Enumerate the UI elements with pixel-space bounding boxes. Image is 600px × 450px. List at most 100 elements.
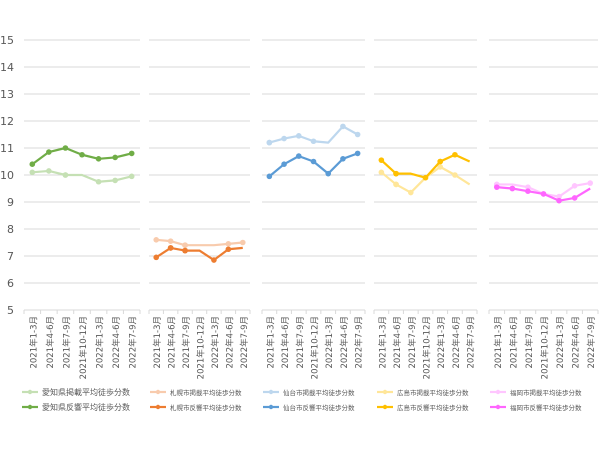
data-point: [153, 254, 160, 261]
legend-marker: [27, 404, 33, 410]
data-point: [325, 170, 332, 177]
legend-label: 札幌市反響平均徒歩分数: [170, 403, 242, 412]
x-tick-label: 2022年7-9月: [586, 316, 597, 369]
y-tick-label: 6: [7, 277, 14, 290]
x-tick-label: 2021年7-9月: [295, 316, 306, 369]
data-point: [79, 151, 85, 158]
legend-marker: [268, 404, 274, 410]
panel-1: 2021年1-3月 2021年4-6月 2021年7-9月 2021年10-12月 20…: [22, 39, 141, 412]
x-tick-label: 2022年4-6月: [339, 316, 350, 369]
data-point: [153, 237, 160, 243]
data-point: [295, 153, 302, 159]
data-point: [266, 139, 273, 146]
data-point: [46, 149, 52, 155]
data-point: [525, 188, 531, 194]
data-point: [571, 183, 578, 189]
x-tick-label: 2021年10-12月: [78, 316, 89, 379]
legend-marker: [495, 404, 501, 410]
x-tick-label: 2022年4-6月: [224, 316, 235, 369]
legend-marker: [27, 389, 33, 395]
legend-marker: [382, 404, 388, 410]
data-point: [452, 172, 458, 178]
data-point: [46, 168, 52, 174]
data-point: [167, 238, 174, 244]
x-tick-label: 2021年7-9月: [524, 316, 535, 369]
y-tick-label: 11: [0, 142, 14, 155]
x-tick-label: 2021年4-6月: [392, 316, 403, 369]
legend-label: 札幌市掲載平均徒歩分数: [170, 388, 242, 397]
x-tick-label: 2021年1-3月: [28, 316, 39, 369]
data-point: [281, 135, 287, 142]
data-point: [422, 174, 429, 181]
x-tick-label: 2022年1-3月: [555, 316, 566, 369]
y-tick-label: 14: [0, 61, 14, 74]
x-tick-label: 2021年10-12月: [196, 316, 207, 379]
legend-marker: [495, 389, 501, 395]
data-point: [493, 184, 500, 190]
x-tick-label: 2022年1-3月: [210, 316, 221, 369]
legend-label: 福岡市掲載平均徒歩分数: [510, 388, 582, 397]
data-point: [340, 156, 346, 162]
data-point: [525, 184, 531, 190]
x-tick-label: 2021年10-12月: [540, 316, 551, 379]
data-point: [556, 193, 562, 200]
legend-label: 福岡市反響平均徒歩分数: [510, 403, 582, 412]
data-point: [378, 157, 385, 163]
x-tick-label: 2021年7-9月: [61, 316, 72, 369]
x-tick-label: 2022年7-9月: [466, 316, 477, 369]
legend-label: 広島市反響平均徒歩分数: [397, 403, 469, 412]
y-tick-label: 5: [7, 304, 14, 317]
x-tick-label: 2022年4-6月: [451, 316, 462, 369]
data-point: [112, 154, 118, 161]
data-point: [295, 133, 302, 139]
data-point: [310, 158, 317, 165]
x-tick-label: 2021年10-12月: [422, 316, 433, 379]
data-point: [62, 145, 69, 151]
data-point: [112, 177, 118, 184]
data-point: [540, 191, 547, 197]
data-point: [354, 131, 361, 138]
x-tick-label: 2021年7-9月: [407, 316, 418, 369]
data-point: [587, 180, 594, 186]
data-point: [340, 123, 346, 130]
data-point: [437, 164, 444, 170]
data-point: [167, 245, 174, 251]
y-tick-label: 10: [0, 169, 14, 182]
y-tick-label: 8: [7, 223, 14, 236]
x-tick-label: 2021年4-6月: [280, 316, 291, 369]
legend-label: 仙台市掲載平均徒歩分数: [283, 388, 355, 397]
data-point: [239, 239, 246, 246]
data-point: [452, 151, 458, 158]
y-tick-label: 13: [0, 88, 14, 101]
data-point: [266, 173, 273, 180]
data-point: [437, 158, 444, 165]
data-point: [62, 172, 69, 178]
data-point: [509, 185, 516, 192]
x-tick-label: 2022年1-3月: [436, 316, 447, 369]
data-point: [225, 246, 232, 253]
data-point: [211, 257, 217, 263]
data-point: [556, 197, 562, 204]
data-point: [407, 189, 414, 196]
data-point: [95, 156, 102, 162]
y-tick-label: 15: [0, 34, 14, 47]
x-tick-label: 2021年4-6月: [167, 316, 178, 369]
x-tick-label: 2022年7-9月: [354, 316, 365, 369]
x-tick-label: 2021年4-6月: [45, 316, 56, 369]
x-tick-label: 2021年1-3月: [493, 316, 504, 369]
legend-marker: [382, 389, 388, 395]
legend-label: 愛知県反響平均徒歩分数: [42, 402, 130, 412]
x-tick-label: 2021年1-3月: [265, 316, 276, 369]
data-point: [225, 241, 232, 247]
y-tick-label: 7: [7, 250, 14, 263]
data-point: [354, 150, 361, 157]
data-point: [128, 150, 135, 157]
x-tick-label: 2021年7-9月: [181, 316, 192, 369]
x-tick-label: 2022年1-3月: [95, 316, 106, 369]
x-tick-label: 2021年4-6月: [508, 316, 519, 369]
x-tick-label: 2021年1-3月: [152, 316, 163, 369]
legend-label: 仙台市反響平均徒歩分数: [283, 403, 355, 412]
data-point: [29, 161, 36, 167]
